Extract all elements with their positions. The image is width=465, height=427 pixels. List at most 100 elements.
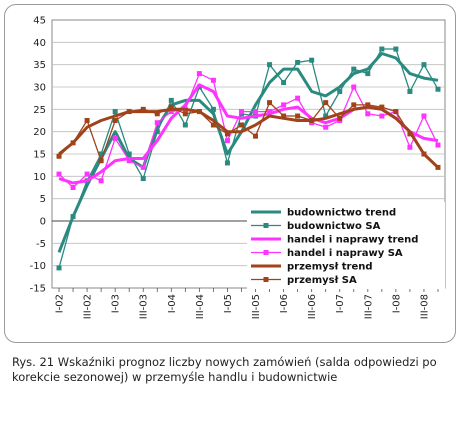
data-point — [267, 62, 272, 67]
data-point — [309, 118, 314, 123]
x-tick-label: III-02 — [83, 294, 94, 319]
legend-label: przemysł SA — [287, 275, 357, 286]
x-tick-label: I-03 — [111, 294, 122, 313]
data-point — [211, 107, 216, 112]
data-point — [99, 158, 104, 163]
data-point — [365, 71, 370, 76]
y-tick-label: 10 — [33, 172, 46, 183]
data-point — [141, 107, 146, 112]
data-point — [183, 111, 188, 116]
data-point — [155, 120, 160, 125]
legend-label: przemysł trend — [287, 262, 373, 273]
data-point — [253, 134, 258, 139]
y-tick-label: -5 — [36, 239, 46, 250]
data-point — [239, 109, 244, 114]
data-point — [337, 116, 342, 121]
data-point — [421, 152, 426, 157]
data-point — [57, 172, 62, 177]
data-point — [99, 178, 104, 183]
data-point — [281, 114, 286, 119]
data-point — [183, 122, 188, 127]
data-point — [393, 47, 398, 52]
x-tick-label: I-06 — [279, 294, 290, 313]
y-tick-label: 45 — [33, 16, 46, 27]
x-tick-label: I-02 — [55, 294, 66, 313]
x-tick-label: III-03 — [139, 294, 150, 319]
data-point — [407, 145, 412, 150]
x-tick-label: I-07 — [335, 294, 346, 313]
legend-label: budownictwo trend — [287, 208, 396, 219]
data-point — [393, 109, 398, 114]
data-point — [365, 102, 370, 107]
data-point — [267, 100, 272, 105]
x-tick-label: III-08 — [419, 294, 430, 319]
y-tick-label: 30 — [33, 83, 46, 94]
data-point — [421, 62, 426, 67]
y-tick-label: 25 — [33, 105, 46, 116]
y-tick-label: 0 — [40, 217, 46, 228]
x-tick-label: I-05 — [223, 294, 234, 313]
data-point — [197, 109, 202, 114]
x-tick-label: I-08 — [391, 294, 402, 313]
data-point — [85, 172, 90, 177]
data-point — [407, 89, 412, 94]
y-tick-label: 5 — [40, 194, 46, 205]
legend-label: budownictwo SA — [287, 221, 381, 232]
data-point — [211, 122, 216, 127]
data-point — [351, 102, 356, 107]
data-point — [351, 85, 356, 90]
data-point — [435, 165, 440, 170]
data-point — [421, 114, 426, 119]
data-point — [281, 80, 286, 85]
y-tick-label: 20 — [33, 127, 46, 138]
legend-marker — [264, 250, 269, 255]
figure-caption: Rys. 21 Wskaźniki prognoz liczby nowych … — [12, 355, 458, 385]
data-point — [239, 122, 244, 127]
legend-label: handel i naprawy SA — [287, 248, 403, 259]
y-tick-label: 15 — [33, 150, 46, 161]
legend-marker — [264, 277, 269, 282]
y-tick-label: 40 — [33, 38, 46, 49]
data-point — [141, 165, 146, 170]
data-point — [155, 111, 160, 116]
data-point — [225, 160, 230, 165]
data-point — [225, 131, 230, 136]
x-tick-label: III-06 — [307, 294, 318, 319]
data-point — [113, 136, 118, 141]
data-point — [113, 118, 118, 123]
data-point — [281, 102, 286, 107]
data-point — [127, 158, 132, 163]
data-point — [295, 60, 300, 65]
data-point — [113, 109, 118, 114]
data-point — [57, 265, 62, 270]
x-tick-label: III-04 — [195, 294, 206, 319]
data-point — [141, 176, 146, 181]
data-point — [337, 89, 342, 94]
data-point — [323, 100, 328, 105]
data-point — [57, 154, 62, 159]
data-point — [211, 78, 216, 83]
y-tick-label: -15 — [30, 284, 46, 295]
data-point — [379, 105, 384, 110]
data-point — [71, 185, 76, 190]
legend-label: handel i naprawy trend — [287, 235, 418, 246]
data-point — [127, 109, 132, 114]
data-point — [169, 98, 174, 103]
data-point — [407, 131, 412, 136]
data-point — [435, 87, 440, 92]
data-point — [351, 67, 356, 72]
x-tick-label: I-04 — [167, 294, 178, 313]
data-point — [225, 138, 230, 143]
data-point — [169, 105, 174, 110]
data-point — [267, 109, 272, 114]
legend-marker — [264, 223, 269, 228]
data-point — [71, 140, 76, 145]
line-chart: -15 -10 -5 0 5 10 15 20 25 30 35 40 45 I-02 III-02 I-03… — [0, 0, 465, 345]
data-point — [197, 71, 202, 76]
y-tick-label: -10 — [30, 261, 46, 272]
data-point — [379, 47, 384, 52]
data-point — [309, 58, 314, 63]
data-point — [295, 114, 300, 119]
data-point — [295, 96, 300, 101]
data-point — [379, 114, 384, 119]
